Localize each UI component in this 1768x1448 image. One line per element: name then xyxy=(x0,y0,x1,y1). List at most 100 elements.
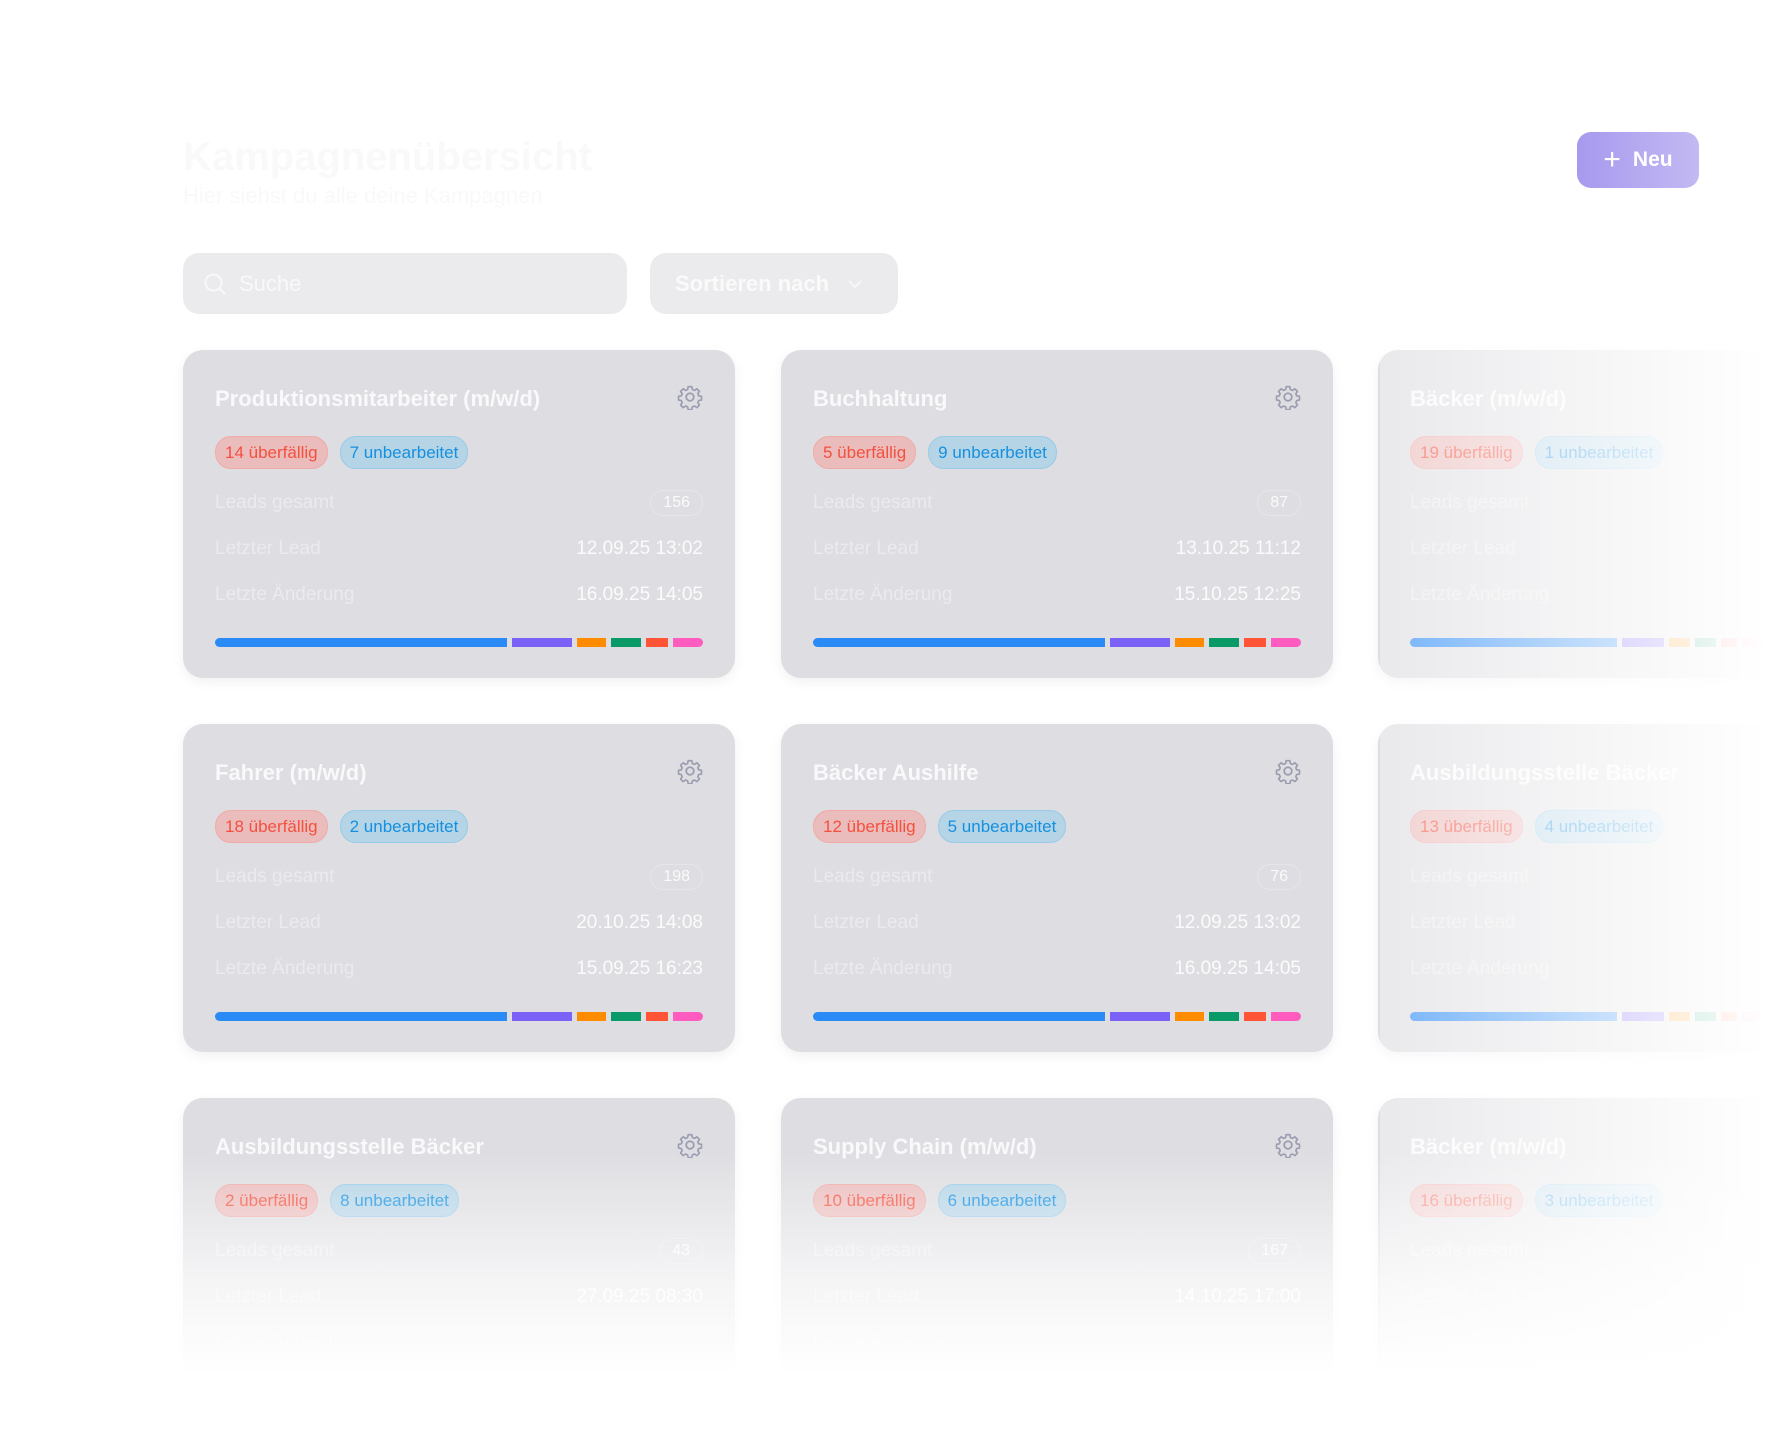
overdue-badge: 18 überfällig xyxy=(215,810,328,843)
status-segment xyxy=(1741,1012,1763,1021)
sort-label: Sortieren nach xyxy=(675,270,830,296)
status-segment xyxy=(1621,1012,1665,1021)
status-segment xyxy=(1621,1386,1665,1395)
campaign-card[interactable]: Supply Chain (m/w/d) 10 überfällig 6 unbea… xyxy=(781,1098,1333,1426)
status-segment xyxy=(512,1386,572,1395)
last-change-value: 16.09.25 14:05 xyxy=(1174,958,1301,979)
leads-total-value: 167 xyxy=(1248,1238,1301,1264)
last-lead-value: 27.09.25 08:30 xyxy=(576,1286,703,1307)
unprocessed-badge: 7 unbearbeitet xyxy=(339,436,469,469)
last-change-label: Letzte Änderung xyxy=(1410,584,1550,605)
new-button-label: Neu xyxy=(1632,148,1673,171)
last-lead-label: Letzter Lead xyxy=(215,912,321,933)
status-segment xyxy=(1244,1012,1267,1021)
overdue-badge: 5 überfällig xyxy=(813,436,917,469)
leads-total-value: 156 xyxy=(650,490,703,516)
card-title: Produktionsmitarbeiter (m/w/d) xyxy=(215,386,541,411)
status-segment xyxy=(1209,1012,1240,1021)
last-change-label: Letzte Änderung xyxy=(813,958,953,979)
campaign-card[interactable]: Ausbildungsstelle Bäcker 13 überfällig 4 u… xyxy=(1378,724,1763,1052)
card-title: Buchhaltung xyxy=(813,386,948,411)
status-bar xyxy=(813,1386,1302,1395)
campaign-card[interactable]: Bäcker Aushilfe 12 überfällig 5 unbearbeit… xyxy=(781,724,1333,1052)
leads-total-label: Leads gesamt xyxy=(1410,492,1530,513)
status-segment xyxy=(1110,1386,1170,1395)
status-bar xyxy=(1410,638,1763,647)
status-bar xyxy=(1410,1012,1763,1021)
unprocessed-badge: 9 unbearbeitet xyxy=(928,436,1057,469)
overdue-badge: 12 überfällig xyxy=(813,810,926,843)
status-segment xyxy=(813,1012,1106,1021)
campaign-card[interactable]: Bäcker (m/w/d) 16 überfällig 3 unbearbeite… xyxy=(1378,1098,1763,1426)
status-segment xyxy=(813,638,1106,647)
chevron-down-icon xyxy=(848,279,862,288)
card-title: Bäcker Aushilfe xyxy=(813,760,979,785)
campaign-card[interactable]: Bäcker (m/w/d) 19 überfällig 1 unbearbeite… xyxy=(1378,350,1763,678)
search-input[interactable] xyxy=(237,269,601,298)
status-segment xyxy=(1721,1386,1737,1395)
last-change-label: Letzte Änderung xyxy=(215,584,355,605)
campaign-card[interactable]: Produktionsmitarbeiter (m/w/d) 14 überfäl… xyxy=(183,350,735,678)
last-change-value: 15.10.25 12:25 xyxy=(1174,584,1301,605)
card-title: Ausbildungsstelle Bäcker xyxy=(215,1134,484,1159)
gear-icon[interactable] xyxy=(1275,758,1301,789)
last-lead-value: 20.10.25 14:08 xyxy=(576,912,703,933)
status-bar xyxy=(813,638,1302,647)
overdue-badge: 10 überfällig xyxy=(813,1184,926,1217)
unprocessed-badge: 6 unbearbeitet xyxy=(937,1184,1067,1217)
status-segment xyxy=(576,1012,607,1021)
status-segment xyxy=(673,1386,704,1395)
last-lead-value: 12.09.25 13:02 xyxy=(1174,912,1301,933)
status-bar xyxy=(1410,1386,1763,1395)
leads-total-value: 87 xyxy=(1257,490,1301,516)
unprocessed-badge: 8 unbearbeitet xyxy=(330,1184,459,1217)
last-lead-label: Letzter Lead xyxy=(813,1286,919,1307)
last-lead-value: 12.09.25 13:02 xyxy=(576,538,703,559)
gear-icon[interactable] xyxy=(1275,384,1301,415)
sort-dropdown[interactable]: Sortieren nach xyxy=(650,253,898,314)
status-bar xyxy=(215,638,704,647)
overdue-badge: 13 überfällig xyxy=(1410,810,1523,843)
overdue-badge: 14 überfällig xyxy=(215,436,328,469)
search-icon xyxy=(204,273,226,295)
status-segment xyxy=(1244,638,1267,647)
status-segment xyxy=(646,1012,669,1021)
last-lead-label: Letzter Lead xyxy=(1410,538,1516,559)
status-bar xyxy=(215,1012,704,1021)
status-segment xyxy=(611,638,642,647)
status-segment xyxy=(1110,638,1170,647)
status-segment xyxy=(1669,1386,1691,1395)
search-box[interactable] xyxy=(183,253,627,314)
status-segment xyxy=(1410,1012,1617,1021)
gear-icon[interactable] xyxy=(677,758,703,789)
status-bar xyxy=(813,1012,1302,1021)
gear-icon[interactable] xyxy=(677,384,703,415)
status-segment xyxy=(1271,1386,1302,1395)
status-segment xyxy=(1721,638,1737,647)
last-lead-label: Letzter Lead xyxy=(215,1286,321,1307)
campaign-card[interactable]: Buchhaltung 5 überfällig 9 unbearbeitet Lea… xyxy=(781,350,1333,678)
last-change-label: Letzte Änderung xyxy=(813,1332,953,1353)
last-lead-label: Letzter Lead xyxy=(1410,1286,1516,1307)
last-change-label: Letzte Änderung xyxy=(1410,1332,1550,1353)
campaign-card[interactable]: Ausbildungsstelle Bäcker 2 überfällig 8 un… xyxy=(183,1098,735,1426)
status-segment xyxy=(646,1386,669,1395)
campaign-card[interactable]: Fahrer (m/w/d) 18 überfällig 2 unbearbeite… xyxy=(183,724,735,1052)
overdue-badge: 2 überfällig xyxy=(215,1184,319,1217)
last-lead-label: Letzter Lead xyxy=(813,538,919,559)
status-segment xyxy=(1621,638,1665,647)
status-segment xyxy=(576,638,607,647)
last-lead-label: Letzter Lead xyxy=(215,538,321,559)
leads-total-label: Leads gesamt xyxy=(813,1240,933,1261)
status-segment xyxy=(1741,638,1763,647)
unprocessed-badge: 1 unbearbeitet xyxy=(1534,436,1664,469)
status-segment xyxy=(512,638,572,647)
gear-icon[interactable] xyxy=(1275,1132,1301,1163)
status-segment xyxy=(1695,1386,1717,1395)
new-campaign-button[interactable]: + Neu xyxy=(1577,132,1699,188)
plus-icon: + xyxy=(1603,143,1621,176)
leads-total-value: 76 xyxy=(1257,864,1301,890)
gear-icon[interactable] xyxy=(677,1132,703,1163)
status-segment xyxy=(1209,638,1240,647)
card-title: Supply Chain (m/w/d) xyxy=(813,1134,1037,1159)
